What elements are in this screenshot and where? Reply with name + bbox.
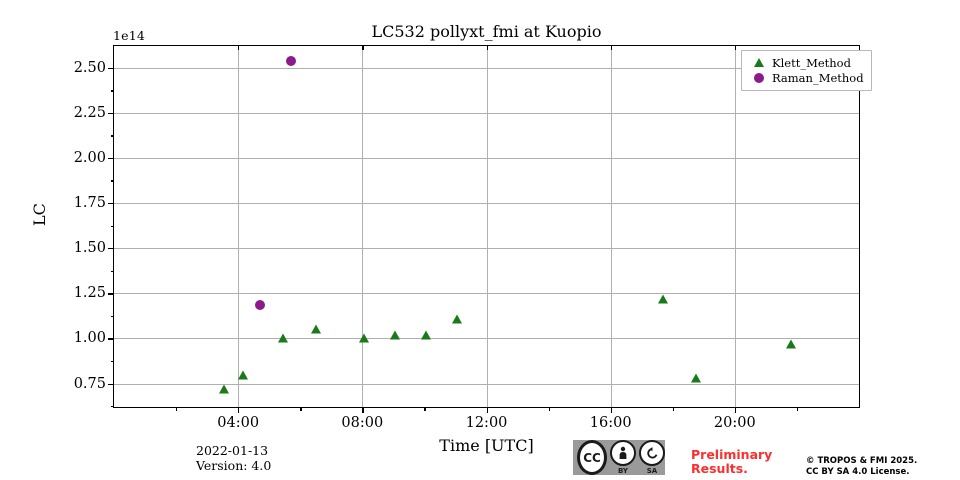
x-axis-minor-tick [672, 407, 675, 411]
y-axis-minor-tick [110, 135, 114, 137]
x-axis-label: Time [UTC] [439, 436, 534, 455]
x-axis-tick [734, 407, 737, 413]
cc-by-label: BY [617, 467, 629, 475]
data-point-raman-method [285, 56, 296, 67]
y-axis-tick-label: 1.75 [73, 195, 106, 212]
y-axis-tick [108, 293, 114, 295]
y-axis-minor-tick [110, 270, 114, 273]
x-axis-minor-tick [176, 407, 178, 411]
y-axis-minor-tick [110, 225, 114, 227]
chart-title: LC532 pollyxt_fmi at Kuopio [371, 22, 602, 41]
gridline-vertical [610, 46, 612, 407]
x-axis-tick-label: 08:00 [341, 415, 384, 431]
x-axis-tick [486, 407, 488, 413]
y-axis-tick [108, 157, 114, 160]
y-axis-tick [108, 248, 114, 250]
klett-triangle-icon [748, 58, 770, 67]
legend-label-klett: Klett_Method [772, 55, 851, 70]
y-axis-tick [108, 112, 114, 115]
x-axis-tick-top [734, 46, 737, 50]
copyright-line-2: CC BY SA 4.0 License. [806, 467, 910, 477]
y-axis-tick-label: 1.25 [73, 285, 106, 302]
x-axis-minor-tick [796, 407, 799, 411]
cc-logo-icon: CC [577, 440, 607, 475]
gridline-vertical [486, 46, 488, 407]
preliminary-line-2: Results. [691, 461, 748, 476]
x-axis-tick-label: 16:00 [589, 415, 632, 431]
data-point-klett-method [310, 324, 321, 334]
cc-sa-label: SA [646, 467, 658, 475]
y-axis-minor-tick [110, 180, 114, 182]
preliminary-line-1: Preliminary [691, 447, 773, 462]
plot-area: 0.75 1.00 1.25 1.50 1.75 2.00 2.25 2.50 04:00 08:… [74, 45, 860, 431]
cc-by-group: BY [610, 440, 636, 475]
data-point-klett-method [785, 339, 796, 349]
y-axis-tick-label: 2.00 [73, 149, 106, 166]
legend-item-raman[interactable]: Raman_Method [748, 70, 864, 85]
x-axis-tick-label: 12:00 [465, 415, 508, 431]
data-point-klett-method [358, 333, 369, 343]
data-point-klett-method [658, 294, 669, 304]
x-axis-tick-top [238, 46, 240, 50]
preliminary-results-notice: Preliminary Results. [691, 448, 772, 476]
y-axis-minor-tick [110, 90, 114, 92]
gridline-vertical [238, 46, 240, 407]
y-axis-tick [108, 338, 114, 340]
y-axis-tick [108, 203, 114, 205]
x-axis-tick-label: 04:00 [217, 415, 260, 431]
x-axis-minor-tick [548, 407, 550, 411]
x-axis-minor-tick [300, 407, 302, 411]
x-axis-tick-top [486, 46, 488, 50]
y-axis-tick-label: 0.75 [73, 375, 106, 392]
y-axis-tick-label: 1.50 [73, 240, 106, 257]
creative-commons-badge: CC BY SA [573, 440, 665, 475]
y-axis-minor-tick [110, 315, 114, 318]
y-axis-label: LC [30, 203, 49, 226]
data-point-klett-method [389, 330, 400, 340]
gridline-vertical [734, 46, 736, 407]
x-axis-tick [362, 407, 364, 413]
y-axis-tick-label: 2.50 [73, 59, 106, 76]
legend-label-raman: Raman_Method [772, 70, 864, 85]
cc-sa-group: SA [639, 440, 665, 475]
version-text: Version: 4.0 [196, 458, 272, 473]
y-axis-offset-label: 1e14 [113, 28, 146, 43]
x-axis-tick [238, 407, 240, 413]
data-point-raman-method [254, 300, 265, 311]
x-axis-tick-top [362, 46, 364, 50]
data-point-klett-method [691, 373, 702, 383]
x-axis-tick [610, 407, 612, 413]
x-axis-minor-tick [424, 407, 426, 411]
share-alike-icon [639, 440, 665, 466]
legend-item-klett[interactable]: Klett_Method [748, 55, 864, 70]
footer-date-block: 2022-01-13 Version: 4.0 [196, 443, 271, 473]
y-axis-tick-label: 1.00 [73, 330, 106, 347]
copyright-line-1: © TROPOS & FMI 2025. [806, 456, 918, 466]
x-axis-tick-top [610, 46, 612, 50]
y-axis-tick [108, 383, 114, 385]
copyright-notice: © TROPOS & FMI 2025. CC BY SA 4.0 Licens… [806, 456, 917, 478]
measurement-date: 2022-01-13 [196, 443, 269, 458]
x-axis-tick-label: 20:00 [713, 415, 756, 431]
data-point-klett-method [219, 384, 230, 394]
y-axis-tick-label: 2.25 [73, 104, 106, 121]
gridline-vertical [362, 46, 364, 407]
data-point-klett-method [420, 330, 431, 340]
data-point-klett-method [237, 370, 248, 379]
person-icon [610, 440, 636, 466]
y-axis-minor-tick [110, 406, 114, 408]
y-axis-minor-tick [110, 360, 114, 363]
data-point-klett-method [278, 333, 289, 343]
raman-circle-icon [748, 72, 770, 83]
y-axis-tick [108, 67, 114, 69]
data-point-klett-method [452, 314, 462, 324]
legend: Klett_Method Raman_Method [741, 50, 872, 91]
